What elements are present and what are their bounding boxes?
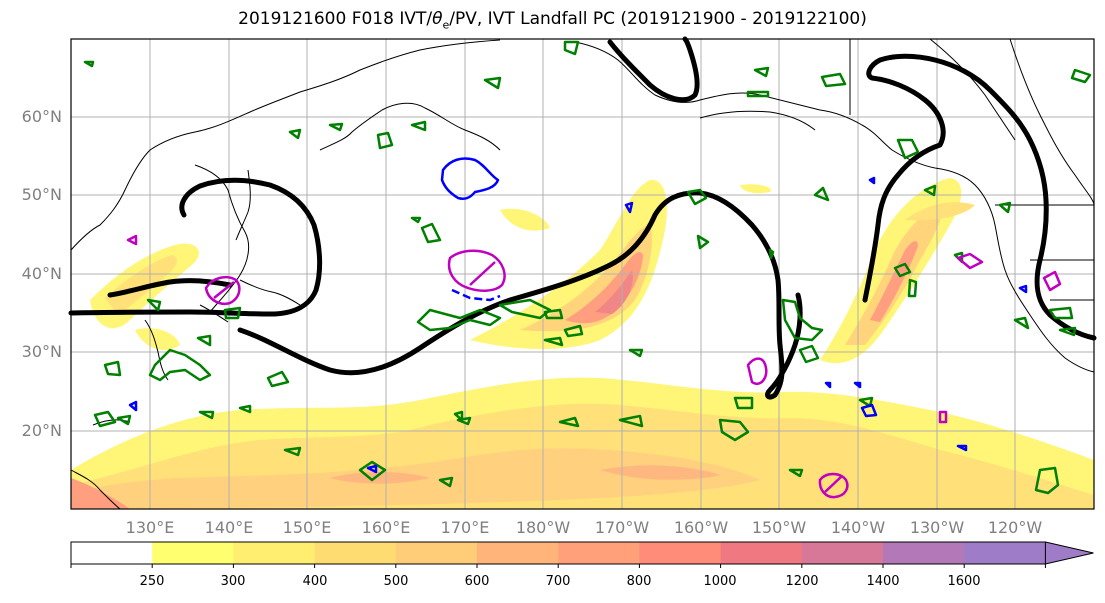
colorbar-segment	[964, 542, 1046, 564]
ivt-colorbar	[70, 541, 1094, 568]
lat-label-20n: 20°N	[21, 421, 62, 440]
colorbar-segment	[720, 542, 803, 564]
theta-e-contours	[83, 40, 1092, 495]
colorbar-tick-label: 1200	[785, 574, 819, 589]
lon-label-180w: 180°W	[515, 518, 571, 537]
colorbar-tick-label: 800	[626, 574, 652, 589]
colorbar-segment	[152, 542, 234, 564]
map-border	[70, 38, 1095, 510]
colorbar-segment	[314, 542, 397, 564]
pv-contours	[128, 157, 1028, 474]
lat-label-60n: 60°N	[21, 107, 62, 126]
lat-label-30n: 30°N	[21, 342, 62, 361]
lon-label-130e: 130°E	[125, 518, 175, 537]
landfall-markers	[126, 234, 1062, 499]
colorbar-segment	[395, 542, 478, 564]
lon-label-130w: 130°W	[909, 518, 965, 537]
colorbar-tick-label: 400	[302, 574, 328, 589]
colorbar-segment	[233, 542, 316, 564]
colorbar-segment	[639, 542, 722, 564]
colorbar-segment	[883, 542, 965, 564]
lon-label-160e: 160°E	[361, 518, 411, 537]
colorbar-tick-label: 600	[464, 574, 490, 589]
colorbar-tick-label: 250	[139, 574, 165, 589]
lon-label-170w: 170°W	[594, 518, 650, 537]
colorbar-segment	[71, 542, 153, 564]
colorbar-tick-label: 300	[220, 574, 246, 589]
colorbar-segment	[558, 542, 640, 564]
graticule	[71, 39, 1094, 509]
ivt-shading	[71, 178, 1094, 509]
lon-label-170e: 170°E	[440, 518, 490, 537]
lon-label-140e: 140°E	[204, 518, 254, 537]
colorbar-tick-label: 1400	[866, 574, 900, 589]
lon-label-120w: 120°W	[987, 518, 1043, 537]
colorbar-segment	[477, 542, 559, 564]
colorbar-tick-label: 1000	[703, 574, 737, 589]
colorbar-tick-label: 500	[383, 574, 409, 589]
lon-label-160w: 160°W	[673, 518, 729, 537]
colorbar-tick-label: 1600	[947, 574, 981, 589]
colorbar-tick-label: 700	[545, 574, 571, 589]
colorbar-extend-arrow	[1044, 541, 1094, 565]
map-title: 2019121600 F018 IVT/θe/PV, IVT Landfall …	[238, 9, 867, 32]
lat-label-40n: 40°N	[21, 264, 62, 283]
landfall-pc-contour	[68, 36, 1097, 400]
lon-label-150w: 150°W	[751, 518, 807, 537]
lat-label-50n: 50°N	[21, 185, 62, 204]
colorbar-segment	[801, 542, 884, 564]
lon-label-140w: 140°W	[830, 518, 886, 537]
lon-label-150e: 150°E	[282, 518, 332, 537]
